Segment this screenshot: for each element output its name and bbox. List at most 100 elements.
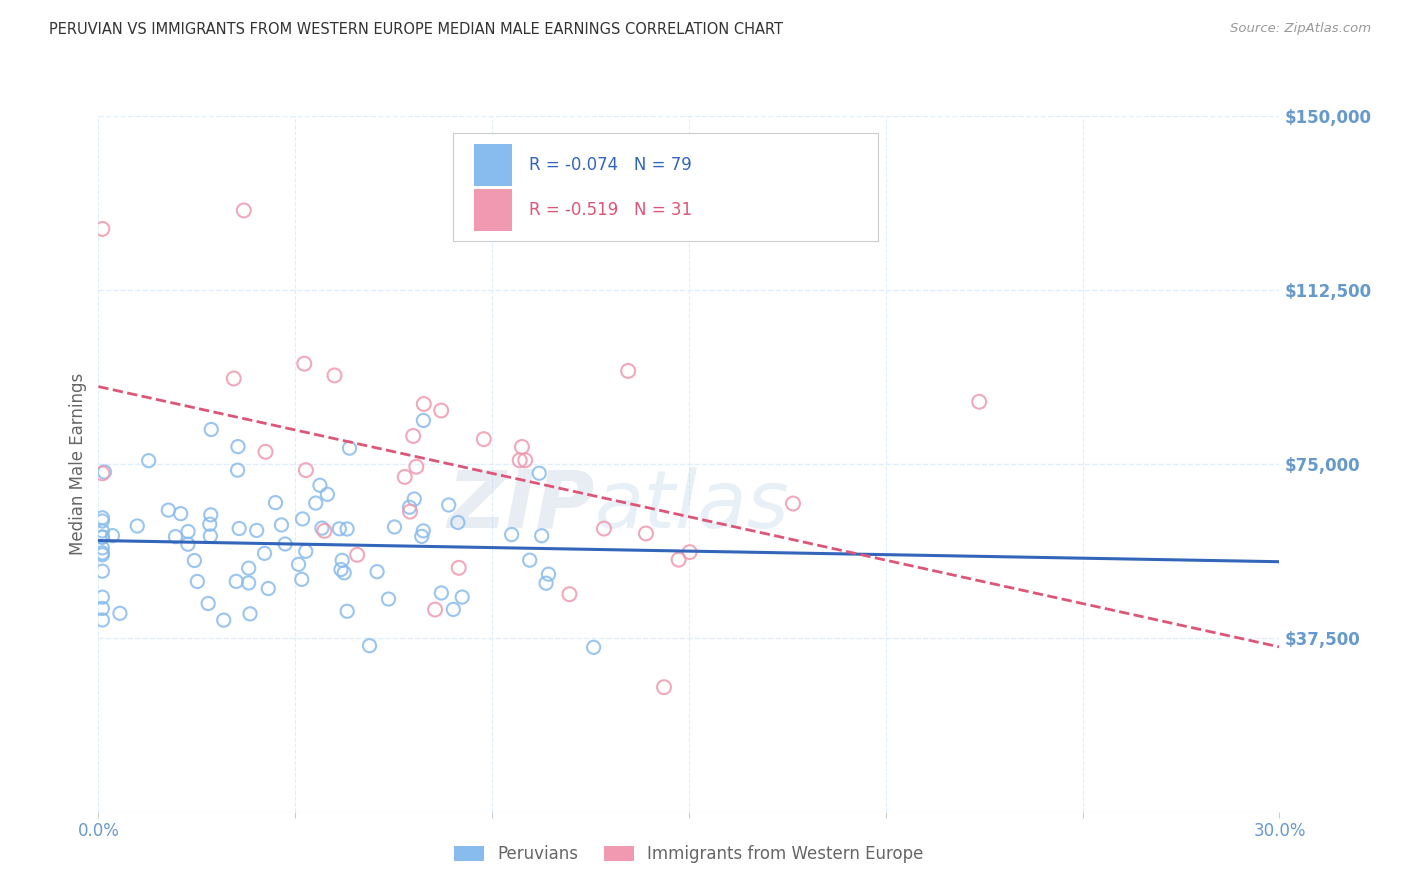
Point (394, 470, 416, 484)
Point (652, 680, 675, 694)
Point (291, 573, 314, 587)
FancyBboxPatch shape (474, 189, 512, 231)
Point (91, 546, 114, 560)
Point (398, 500, 420, 515)
Point (91, 541, 114, 555)
Point (292, 357, 315, 371)
Point (212, 613, 235, 627)
Point (617, 364, 640, 378)
Point (377, 592, 399, 607)
Point (510, 440, 533, 454)
Point (509, 453, 531, 467)
Point (679, 545, 702, 559)
Point (316, 487, 339, 501)
Point (967, 394, 990, 409)
Point (530, 529, 553, 543)
Point (519, 553, 541, 567)
Text: Source: ZipAtlas.com: Source: ZipAtlas.com (1230, 22, 1371, 36)
Point (515, 453, 537, 467)
Point (430, 403, 453, 417)
Point (270, 517, 292, 532)
Point (232, 203, 254, 218)
Point (222, 371, 245, 385)
Point (412, 397, 434, 411)
Point (274, 537, 297, 551)
Point (333, 566, 356, 580)
Point (91, 564, 114, 578)
Point (314, 524, 336, 538)
Point (228, 521, 250, 535)
Point (294, 544, 316, 558)
Point (157, 503, 180, 517)
Point (423, 602, 446, 616)
Point (253, 546, 276, 560)
Point (346, 548, 368, 562)
Point (582, 640, 605, 655)
Point (305, 496, 328, 510)
Point (328, 522, 350, 536)
Point (93, 465, 115, 479)
Point (127, 519, 149, 533)
Point (412, 413, 434, 427)
Point (534, 576, 557, 591)
Point (405, 459, 427, 474)
Point (412, 524, 434, 538)
Point (537, 567, 560, 582)
Point (593, 522, 616, 536)
Point (186, 574, 208, 589)
Point (501, 527, 523, 541)
Point (451, 590, 474, 604)
Y-axis label: Median Male Earnings: Median Male Earnings (69, 373, 87, 555)
Point (339, 441, 361, 455)
Text: R = -0.519   N = 31: R = -0.519 N = 31 (530, 201, 693, 219)
Point (404, 491, 426, 506)
Point (309, 478, 332, 492)
Point (782, 496, 804, 510)
FancyBboxPatch shape (474, 144, 512, 186)
Point (108, 607, 131, 621)
Text: PERUVIAN VS IMMIGRANTS FROM WESTERN EUROPE MEDIAN MALE EARNINGS CORRELATION CHAR: PERUVIAN VS IMMIGRANTS FROM WESTERN EURO… (49, 22, 783, 37)
Point (402, 429, 425, 443)
Point (384, 520, 406, 534)
Point (472, 432, 495, 446)
Point (634, 526, 657, 541)
Point (295, 463, 318, 477)
FancyBboxPatch shape (453, 134, 877, 241)
Point (101, 528, 124, 542)
Point (91, 613, 114, 627)
Point (668, 552, 690, 566)
Point (287, 558, 309, 572)
Point (437, 498, 460, 512)
Point (239, 607, 262, 621)
Point (366, 565, 388, 579)
Point (558, 587, 581, 601)
Point (91, 514, 114, 528)
Text: R = -0.074   N = 79: R = -0.074 N = 79 (530, 156, 692, 174)
Point (430, 586, 453, 600)
Point (198, 517, 221, 532)
Point (225, 574, 247, 589)
Point (200, 508, 222, 522)
Point (91, 601, 114, 615)
Point (336, 604, 359, 618)
Point (238, 576, 260, 591)
Point (246, 524, 269, 538)
Point (238, 561, 260, 575)
Point (200, 422, 222, 436)
Point (183, 553, 205, 567)
Point (91, 530, 114, 544)
Point (138, 453, 160, 467)
Point (200, 529, 222, 543)
Point (257, 582, 280, 596)
Point (165, 530, 187, 544)
Point (91, 524, 114, 538)
Point (311, 521, 333, 535)
Point (336, 522, 359, 536)
Point (411, 529, 433, 543)
Point (529, 467, 551, 481)
Text: atlas: atlas (595, 467, 789, 545)
Point (399, 505, 422, 519)
Point (91, 222, 114, 236)
Point (91, 590, 114, 604)
Point (91, 510, 114, 524)
